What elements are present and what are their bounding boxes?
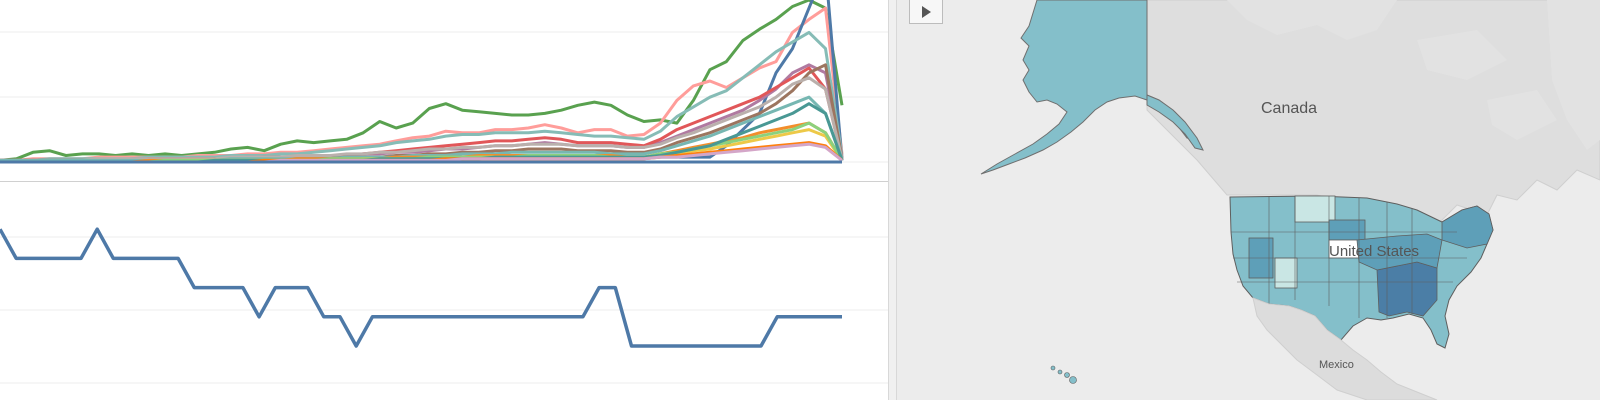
label-united-states-text: United States bbox=[1329, 243, 1419, 260]
play-icon bbox=[921, 5, 933, 19]
charts-panel bbox=[0, 0, 888, 400]
play-button[interactable] bbox=[909, 0, 943, 24]
state-southeast[interactable] bbox=[1377, 262, 1437, 316]
map[interactable]: Canada United States Mexico bbox=[897, 0, 1600, 400]
map-panel[interactable]: Canada United States Mexico bbox=[897, 0, 1600, 400]
label-canada: Canada bbox=[1261, 100, 1317, 117]
state-utah[interactable] bbox=[1275, 258, 1297, 288]
series-line-2[interactable] bbox=[0, 8, 842, 160]
label-mexico: Mexico bbox=[1319, 359, 1354, 371]
series-line-4[interactable] bbox=[0, 32, 842, 160]
series-line-1[interactable] bbox=[0, 229, 842, 346]
state-south-dakota[interactable] bbox=[1329, 220, 1365, 240]
line-chart-top[interactable] bbox=[0, 0, 888, 185]
line-chart-bottom[interactable] bbox=[0, 185, 888, 400]
label-united-states: United States bbox=[1329, 243, 1419, 260]
pane-divider[interactable] bbox=[888, 0, 897, 400]
chart-separator bbox=[0, 181, 888, 182]
